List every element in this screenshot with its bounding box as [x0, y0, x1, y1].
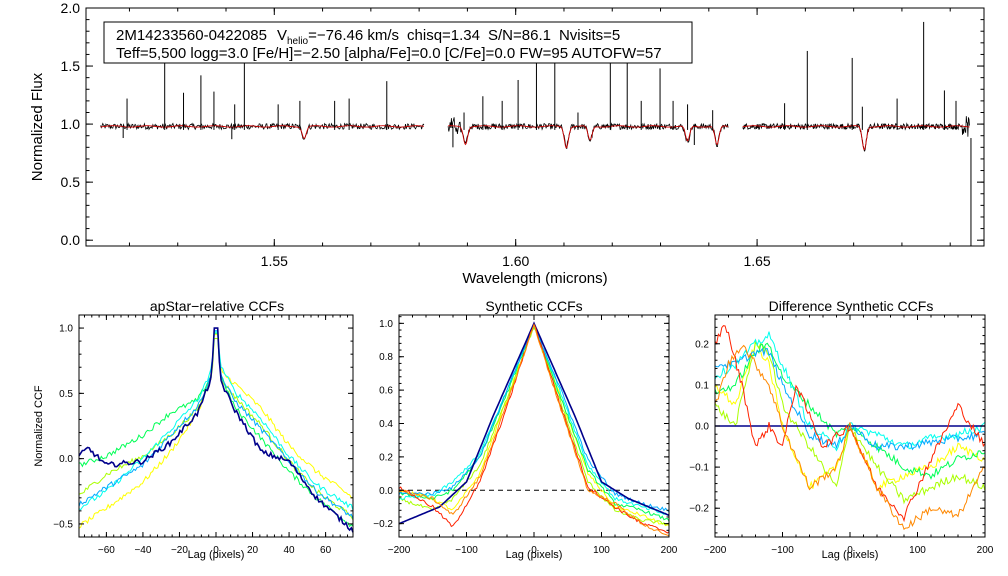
ccf-series-line [78, 334, 354, 529]
x-tick-label: 40 [284, 545, 296, 556]
apstar-ccf-panel: apStar−relative CCFs −60 −40 −20 0 20 40 60 −0.… [33, 298, 354, 561]
x-tick-label: 60 [320, 545, 332, 556]
info-line-2: Teff=5,500 logg=3.0 [Fe/H]=−2.50 [alpha/… [116, 45, 662, 62]
synthetic-ccf-axis-ticks: −200 −100 0 100 200 −0.2 0.0 0.2 0.4 0.6 0.8 1.0 [373, 315, 678, 556]
ccf-series-line [78, 332, 354, 528]
ccf-series-line [714, 344, 986, 530]
v-value: =−76.46 km/s [308, 27, 399, 44]
spectrum-axis-ticks: 1.55 1.60 1.65 0.0 0.5 1.0 1.5 2.0 [61, 0, 984, 269]
y-tick-label: 0.2 [695, 339, 709, 350]
y-tick-label: 0.0 [61, 232, 81, 248]
apstar-ccf-axis-ticks: −60 −40 −20 0 20 40 60 −0.5 0.0 0.5 1.0 [53, 315, 353, 556]
x-tick-label: 200 [977, 545, 994, 556]
y-tick-label: 1.0 [61, 116, 81, 132]
v-label: V [277, 27, 287, 44]
model-spectrum-segment [448, 125, 729, 149]
x-tick-label: −100 [455, 545, 478, 556]
chisq: chisq=1.34 [407, 27, 480, 44]
y-tick-label: 0.1 [695, 380, 709, 391]
ccf-series-line [714, 340, 986, 505]
y-tick-label: 0.0 [379, 486, 393, 497]
apstar-ccf-title: apStar−relative CCFs [150, 298, 284, 314]
object-name: 2M14233560-0422085 [116, 27, 267, 44]
y-tick-label: 0.5 [61, 174, 81, 190]
difference-ccf-panel: Difference Synthetic CCFs −200 −100 0 100 20… [689, 298, 994, 561]
x-tick-label: −60 [98, 545, 115, 556]
y-tick-label: −0.2 [373, 519, 393, 530]
y-tick-label: 0.5 [59, 389, 73, 400]
y-tick-label: 1.0 [59, 324, 73, 335]
ccf-series-line [78, 331, 354, 511]
x-tick-label: 1.60 [502, 253, 529, 269]
sn: S/N=86.1 [488, 27, 551, 44]
spectrum-ylabel: Normalized Flux [29, 72, 46, 181]
nvisits: Nvisits=5 [559, 27, 620, 44]
x-tick-label: 1.55 [261, 253, 288, 269]
info-box [103, 21, 693, 64]
apstar-ccf-xlabel: Lag (pixels) [188, 549, 245, 561]
y-tick-label: −0.1 [689, 463, 709, 474]
spectrum-xlabel: Wavelength (microns) [462, 270, 607, 287]
y-tick-label: 0.2 [379, 452, 393, 463]
difference-ccf-series [714, 325, 986, 530]
observed-spectrum-segment [742, 116, 970, 152]
difference-ccf-xlabel: Lag (pixels) [822, 549, 879, 561]
ccf-series-line [78, 330, 354, 520]
difference-ccf-title: Difference Synthetic CCFs [769, 298, 934, 314]
y-tick-label: −0.5 [53, 519, 73, 530]
ccf-series-line [78, 327, 354, 533]
spectrum-plot-frame [85, 7, 985, 247]
y-tick-label: 1.5 [61, 58, 81, 74]
model-spectrum-segment [742, 125, 970, 151]
x-tick-label: −20 [171, 545, 188, 556]
x-tick-label: 0 [531, 545, 537, 556]
y-tick-label: 0.6 [379, 386, 393, 397]
synthetic-ccf-title: Synthetic CCFs [485, 298, 582, 314]
y-tick-label: 0.8 [379, 352, 393, 363]
y-tick-label: 1.0 [379, 319, 393, 330]
spectrum-panel: 1.55 1.60 1.65 0.0 0.5 1.0 1.5 2.0 2M14233560-0… [29, 0, 985, 287]
synthetic-ccf-series [398, 321, 670, 537]
y-tick-label: 0.0 [59, 454, 73, 465]
y-tick-label: 0.4 [379, 419, 393, 430]
synthetic-ccf-panel: Synthetic CCFs −200 −100 0 100 200 −0.2 0.0 0.2… [373, 298, 678, 561]
info-line-1: 2M14233560-0422085 Vhelio=−76.46 km/s chis… [116, 27, 620, 47]
x-tick-label: 20 [247, 545, 259, 556]
x-tick-label: −200 [388, 545, 411, 556]
model-spectrum-segment [100, 125, 425, 139]
x-tick-label: 100 [593, 545, 610, 556]
x-tick-label: 1.65 [743, 253, 770, 269]
x-tick-label: −40 [134, 545, 151, 556]
y-tick-label: −0.2 [689, 504, 709, 515]
y-tick-label: 0.0 [695, 422, 709, 433]
ccf-series-line [398, 323, 670, 537]
x-tick-label: 0 [847, 545, 853, 556]
apstar-ccf-series [78, 327, 354, 533]
x-tick-label: −100 [771, 545, 794, 556]
synthetic-ccf-xlabel: Lag (pixels) [506, 549, 563, 561]
difference-ccf-axis-ticks: −200 −100 0 100 200 −0.2 −0.1 0.0 0.1 0.2 [689, 315, 994, 556]
apstar-ccf-ylabel: Normalized CCF [33, 385, 45, 467]
ccf-series-line [714, 325, 986, 523]
y-tick-label: 2.0 [61, 0, 81, 16]
x-tick-label: −200 [704, 545, 727, 556]
v-sub: helio [287, 36, 309, 47]
x-tick-label: 200 [661, 545, 678, 556]
x-tick-label: 100 [909, 545, 926, 556]
x-tick-label: 0 [213, 545, 219, 556]
